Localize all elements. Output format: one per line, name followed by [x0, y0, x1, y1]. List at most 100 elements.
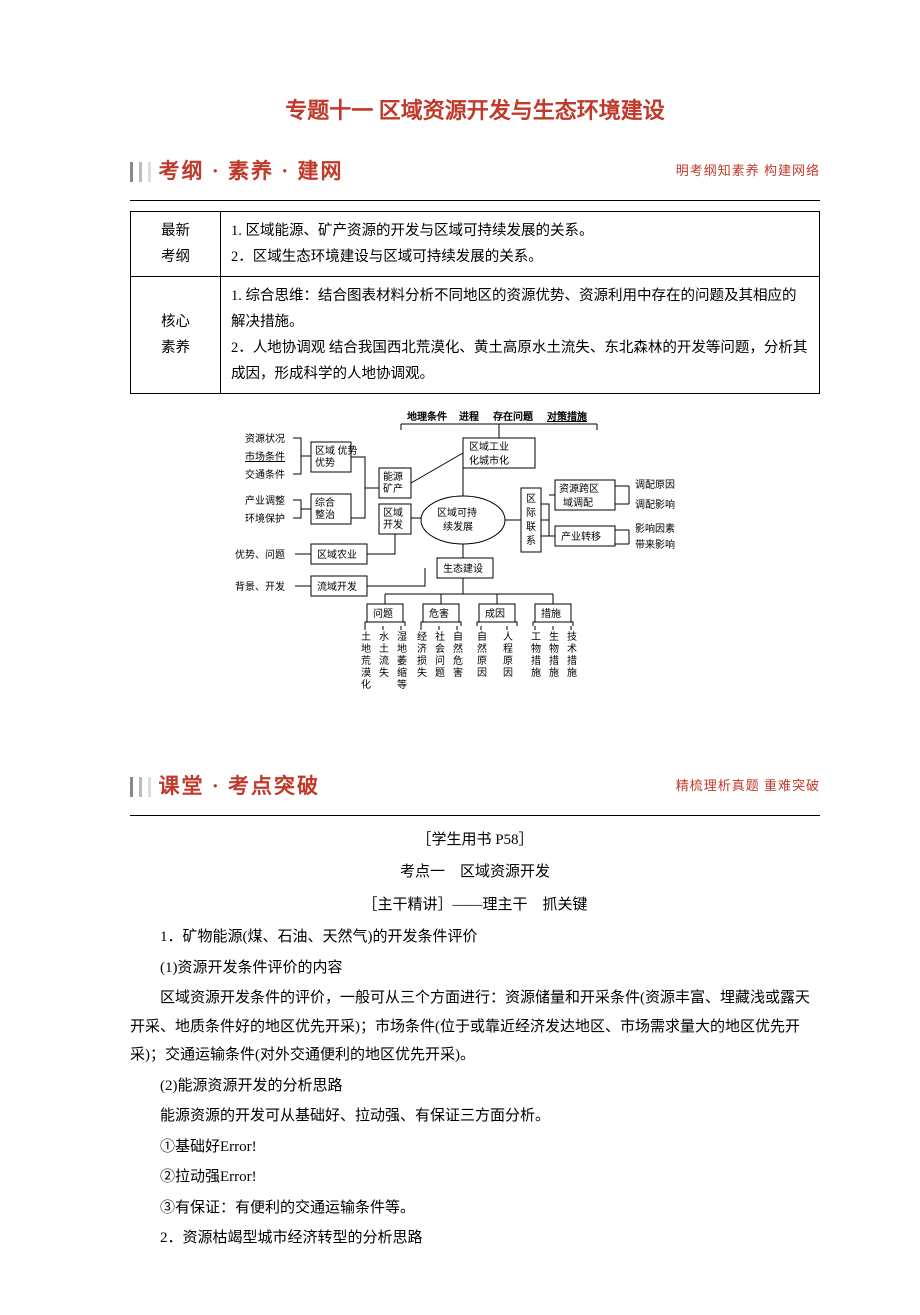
svg-text:区域 优势: 区域 优势 — [315, 444, 358, 457]
concept-diagram: 地理条件 进程 存在问题 对策措施 资源状况 市场条件 交通条件 区域 优势优势… — [130, 408, 820, 749]
diagram-center: 续发展 — [443, 520, 473, 533]
diagram-leaf: 因 — [477, 667, 487, 679]
svg-text:优势: 优势 — [315, 456, 335, 469]
bar-2 — [139, 777, 142, 797]
svg-text:区: 区 — [526, 493, 536, 505]
table-row: 最新 考纲 1. 区域能源、矿产资源的开发与区域可持续发展的关系。 2．区域生态… — [131, 211, 820, 276]
diagram-leaf: 荒 — [361, 655, 371, 667]
diagram-leaf: 社 — [435, 630, 445, 643]
diagram-leaf: 人 — [503, 631, 513, 643]
diagram-node: 区域工业化城市化 — [463, 438, 535, 468]
body-para: 区域资源开发条件的评价，一般可从三个方面进行：资源储量和开采条件(资源丰富、埋藏… — [130, 984, 820, 1070]
diagram-leaf: 失 — [379, 666, 389, 679]
diagram-leaf: 然 — [477, 642, 487, 655]
section1-sub: 明考纲知素养 构建网络 — [676, 159, 820, 184]
diagram-node: 区域农业 — [311, 544, 367, 564]
svg-text:矿产: 矿产 — [383, 482, 403, 495]
diagram-leaf: 术 — [567, 643, 577, 655]
diagram-leaf: 济 — [417, 642, 427, 655]
diagram-leaf: 物 — [549, 642, 559, 655]
diagram-node: 产业转移 — [555, 526, 615, 546]
section2-sub: 精梳理析真题 重难突破 — [676, 774, 820, 799]
diagram-header: 对策措施 — [547, 410, 587, 423]
diagram-leaf: 化 — [361, 678, 371, 691]
diagram-leaf: 等 — [397, 678, 407, 691]
diagram-node: 区域开发 — [379, 504, 411, 534]
diagram-header: 地理条件 — [407, 410, 447, 423]
svg-text:综合: 综合 — [315, 496, 335, 509]
diagram-leaf: 失 — [417, 666, 427, 679]
bar-3 — [148, 162, 151, 182]
svg-text:产业转移: 产业转移 — [561, 530, 601, 543]
body-para: 2．资源枯竭型城市经济转型的分析思路 — [130, 1224, 820, 1253]
body-para: ①基础好Error! — [130, 1133, 820, 1162]
body-para: ②拉动强Error! — [130, 1163, 820, 1192]
diagram-node: 能源矿产 — [379, 468, 411, 498]
diagram-leaf: 流 — [379, 654, 389, 667]
diagram-leaf: 地 — [397, 642, 407, 655]
body-para: ③有保证：有便利的交通运输条件等。 — [130, 1194, 820, 1223]
table-label-2: 核心 素养 — [131, 276, 221, 393]
diagram-leaf: 缩 — [397, 666, 407, 679]
svg-text:联: 联 — [526, 521, 536, 533]
book-ref: ［学生用书 P58］ — [130, 826, 820, 855]
title-text: 专题十一 区域资源开发与生态环境建设 — [285, 98, 665, 123]
body-para: 1．矿物能源(煤、石油、天然气)的开发条件评价 — [130, 923, 820, 952]
diagram-leaf: 生 — [549, 630, 559, 643]
diagram-text: 调配影响 — [635, 498, 675, 511]
divider — [130, 200, 820, 201]
body-para: 能源资源的开发可从基础好、拉动强、有保证三方面分析。 — [130, 1102, 820, 1131]
diagram-leaf: 损 — [417, 654, 427, 667]
header-bars-icon — [130, 157, 153, 186]
diagram-text: 市场条件 — [245, 450, 285, 463]
diagram-leaf: 程 — [503, 643, 513, 655]
svg-text:系: 系 — [526, 535, 536, 547]
diagram-leaf: 措 — [531, 654, 541, 667]
diagram-leaf: 湿 — [397, 631, 407, 643]
diagram-node: 资源跨区域调配 — [555, 480, 615, 510]
diagram-leaf: 问 — [435, 654, 445, 667]
zhugan-title: ［主干精讲］——理主干 抓关键 — [130, 891, 820, 920]
section-header-1: 考纲 · 素养 · 建网 明考纲知素养 构建网络 — [130, 152, 820, 192]
body-para: (2)能源资源开发的分析思路 — [130, 1072, 820, 1101]
table-content-2: 1. 综合思维：结合图表材料分析不同地区的资源优势、资源利用中存在的问题及其相应… — [221, 276, 820, 393]
diagram-leaf: 害 — [453, 666, 463, 679]
svg-text:际: 际 — [526, 507, 536, 519]
svg-text:生态建设: 生态建设 — [443, 562, 483, 575]
svg-text:资源跨区: 资源跨区 — [559, 482, 599, 495]
svg-text:措施: 措施 — [541, 607, 561, 620]
svg-text:区域农业: 区域农业 — [317, 548, 357, 561]
bar-2 — [139, 162, 142, 182]
svg-text:域调配: 域调配 — [563, 496, 593, 509]
diagram-leaf: 危 — [453, 655, 463, 667]
diagram-text: 带来影响 — [635, 538, 675, 551]
kaodian-title: 考点一 区域资源开发 — [130, 858, 820, 887]
diagram-leaf: 工 — [531, 632, 541, 643]
diagram-leaf: 地 — [361, 642, 371, 655]
diagram-text: 调配原因 — [635, 479, 675, 491]
diagram-node: 区际联系 — [521, 488, 541, 552]
table-label-1: 最新 考纲 — [131, 211, 221, 276]
diagram-leaf: 会 — [435, 642, 445, 655]
diagram-text: 影响因素 — [635, 522, 675, 535]
section2-heading: 课堂 · 考点突破 — [159, 767, 321, 807]
diagram-leaf: 施 — [531, 666, 541, 679]
diagram-leaf: 题 — [435, 667, 445, 679]
diagram-node: 流域开发 — [311, 576, 367, 596]
diagram-leaf: 措 — [567, 654, 577, 667]
diagram-leaf: 因 — [503, 667, 513, 679]
diagram-leaf: 措 — [549, 654, 559, 667]
diagram-leaf: 土 — [379, 642, 389, 655]
svg-text:区域: 区域 — [383, 506, 403, 519]
diagram-leaf: 经 — [417, 630, 427, 643]
eco-leaves — [365, 622, 573, 626]
page-title: 专题十一 区域资源开发与生态环境建设 — [130, 90, 820, 132]
svg-text:危害: 危害 — [429, 607, 449, 620]
svg-text:区域工业: 区域工业 — [469, 440, 509, 453]
table-content-1: 1. 区域能源、矿产资源的开发与区域可持续发展的关系。 2．区域生态环境建设与区… — [221, 211, 820, 276]
diagram-header: 进程 — [459, 410, 479, 423]
bar-3 — [148, 777, 151, 797]
diagram-text: 优势、问题 — [235, 548, 285, 561]
body-para: (1)资源开发条件评价的内容 — [130, 954, 820, 983]
bar-1 — [130, 777, 133, 797]
